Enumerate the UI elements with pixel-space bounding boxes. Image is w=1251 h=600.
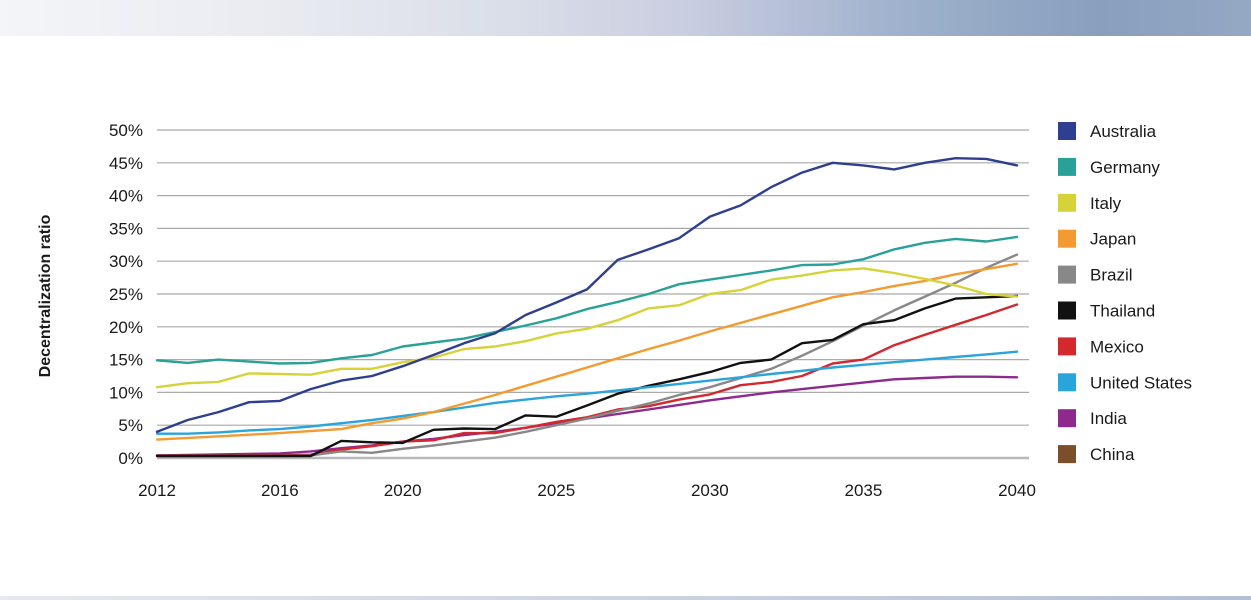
legend-item-united-states: United States [1058,373,1192,392]
series-line-india [155,375,1019,457]
y-tick-label: 35% [109,219,143,238]
series-line-italy [155,267,1019,389]
legend-item-italy: Italy [1058,193,1122,213]
legend-label: Mexico [1090,337,1144,356]
y-tick-label: 20% [109,318,143,337]
legend-swatch [1058,445,1076,464]
y-tick-label: 15% [109,351,143,370]
y-tick-label: 45% [109,154,143,173]
y-tick-label: 50% [109,121,143,140]
legend-swatch [1058,301,1076,320]
x-tick-label: 2025 [537,481,575,500]
series-lines [155,156,1019,458]
legend-label: Italy [1090,194,1122,213]
y-tick-label: 25% [109,285,143,304]
footer-rule [0,596,1251,600]
x-tick-label: 2040 [998,481,1036,500]
x-tick-label: 2012 [138,481,176,500]
legend-swatch [1058,193,1076,212]
x-tick-label: 2035 [845,481,883,500]
legend-item-china: China [1058,445,1135,464]
legend-swatch [1058,409,1076,428]
series-line-brazil [155,253,1019,458]
y-tick-label: 40% [109,187,143,206]
x-axis-ticks: 2012 2016 2020 2025 2030 2035 2040 [138,481,1036,500]
y-axis-ticks: 0% 5% 10% 15% 20% 25% 30% 35% 40% 45% 50% [109,121,143,468]
legend-item-thailand: Thailand [1058,301,1155,321]
y-axis-label: Decentralization ratio [37,214,54,377]
legend-item-germany: Germany [1058,157,1160,177]
y-tick-label: 10% [109,383,143,402]
legend-label: China [1090,445,1135,464]
legend-item-mexico: Mexico [1058,337,1144,356]
x-tick-label: 2016 [261,481,299,500]
x-tick-label: 2020 [384,481,422,500]
legend-label: United States [1090,373,1192,392]
legend-swatch [1058,229,1076,248]
legend-swatch [1058,265,1076,284]
legend-label: Japan [1090,230,1136,249]
legend-swatch [1058,337,1076,356]
legend-label: India [1090,409,1127,428]
series-line-germany [155,235,1019,365]
y-tick-label: 5% [118,416,143,435]
legend-item-brazil: Brazil [1058,265,1133,285]
series-line-australia [155,156,1019,433]
legend-item-india: India [1058,409,1127,428]
series-line-united-states [155,350,1019,435]
series-line-japan [155,262,1019,441]
legend-swatch [1058,157,1076,176]
x-tick-label: 2030 [691,481,729,500]
legend-label: Germany [1090,158,1160,177]
legend-label: Thailand [1090,302,1155,321]
header-banner [0,0,1251,36]
legend-label: Australia [1090,122,1157,141]
legend-item-japan: Japan [1058,229,1136,249]
gridlines [157,129,1029,460]
legend-item-australia: Australia [1058,122,1157,141]
legend-swatch [1058,373,1076,392]
legend-swatch [1058,122,1076,140]
y-tick-label: 30% [109,252,143,271]
legend: Australia Germany Italy Japan Brazil Thailand… [1058,122,1192,464]
legend-label: Brazil [1090,266,1133,285]
y-tick-label: 0% [118,449,143,468]
